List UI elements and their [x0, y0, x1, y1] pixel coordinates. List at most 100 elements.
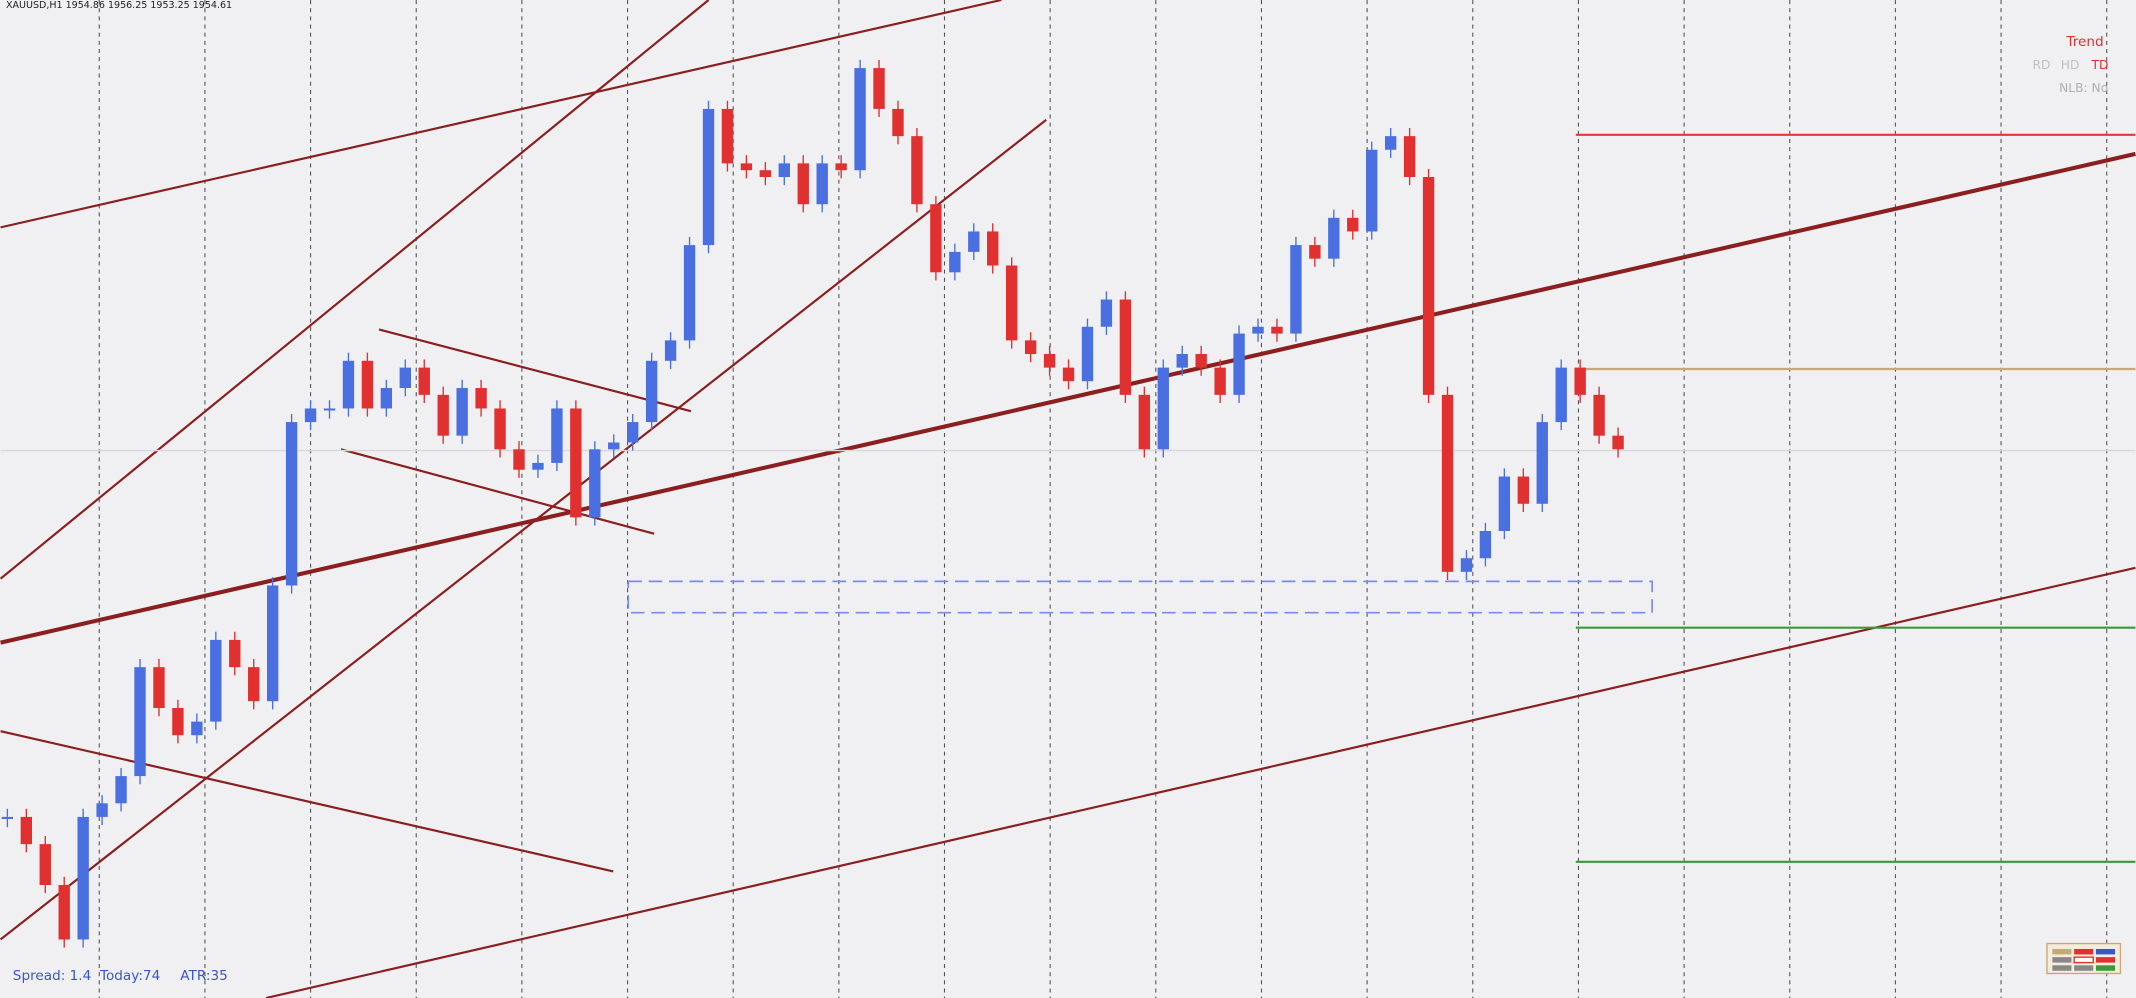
icon-cell [2095, 965, 2116, 971]
trendline [0, 151, 2136, 645]
candle-body [134, 667, 146, 777]
candle-body [304, 408, 317, 423]
candle-body [456, 388, 468, 436]
candle-body [380, 388, 393, 409]
candle-body [1517, 476, 1529, 504]
candle-body [58, 884, 70, 940]
candle-body [1384, 136, 1397, 150]
candle-body [1347, 217, 1359, 232]
candle-body [873, 68, 885, 109]
candle-body [570, 408, 582, 518]
candle-body [1138, 394, 1151, 450]
candle-body [1479, 530, 1492, 559]
icon-cell [2095, 948, 2116, 955]
candle-body [1328, 217, 1340, 259]
indicator-title: Trend [2065, 34, 2103, 50]
candle-body [342, 360, 355, 409]
zone [627, 580, 1653, 614]
candle-body [39, 844, 51, 885]
candle-body [1062, 367, 1075, 382]
candle-body [20, 816, 33, 845]
candle-body [323, 408, 336, 411]
candle-body [153, 667, 165, 708]
candle-body [1612, 435, 1624, 450]
candle-body [1, 816, 14, 819]
indicator-nlb: NLB: No [2059, 81, 2108, 95]
trendline [340, 448, 655, 535]
candle-body [229, 639, 241, 668]
candle-body [399, 367, 411, 389]
candle-body [1422, 176, 1435, 395]
candle-body [210, 639, 222, 722]
candle-body [1574, 367, 1586, 395]
candle-body [1460, 558, 1473, 572]
trendline [0, 730, 614, 873]
candle-body [1498, 476, 1511, 531]
candle-body [96, 803, 108, 817]
candle-body [1252, 326, 1264, 334]
candle-body [1081, 326, 1094, 382]
candle-body [172, 707, 184, 736]
candle-body [683, 245, 696, 341]
icon-cell [2052, 965, 2072, 971]
candle-body [494, 408, 506, 450]
candle-body [1214, 367, 1226, 395]
candle-body [437, 394, 449, 436]
candle-body [1043, 353, 1056, 368]
candle-body [266, 585, 279, 702]
candle-body [589, 449, 601, 518]
candle-body [1271, 326, 1283, 334]
candle-body [418, 367, 430, 395]
plot-area [0, 59, 2136, 948]
grid [98, 0, 2108, 998]
candle-body [1309, 245, 1321, 259]
icon-cell [2074, 948, 2094, 955]
candle-body [115, 776, 127, 804]
candle-body [721, 108, 734, 164]
trendline [0, 0, 710, 580]
candle-body [608, 442, 620, 450]
candle-body [987, 231, 999, 266]
footer-spread: Spread: 1.4 [13, 968, 91, 984]
candle-body [1290, 245, 1302, 334]
candle-body [835, 163, 847, 171]
candle-body [759, 170, 772, 177]
candle-body [77, 816, 89, 940]
candle-body [816, 163, 828, 205]
candle-body [285, 422, 298, 586]
icon-cell [2052, 957, 2072, 963]
candle-body [627, 422, 639, 443]
candle-body [854, 68, 866, 171]
candle-body [248, 667, 260, 702]
candle-body [475, 388, 487, 409]
candle-body [191, 721, 203, 736]
candle-body [1005, 265, 1018, 341]
icon-cell [2073, 956, 2094, 964]
candle-body [968, 231, 980, 252]
candle-body [930, 204, 942, 273]
candle-body [1233, 333, 1245, 395]
candle-body [664, 340, 677, 361]
candle-body [1555, 367, 1567, 423]
candle-body [513, 449, 525, 470]
indicator-mode: RD [2033, 58, 2051, 72]
candle-body [778, 163, 790, 177]
trendline [378, 328, 692, 413]
candle-body [1119, 299, 1132, 395]
trendline [0, 118, 1047, 941]
candle-body [1100, 299, 1113, 327]
footer-today: Today:74 [99, 968, 160, 984]
candle-body [949, 251, 961, 273]
icon-cell [2074, 965, 2094, 971]
candle-body [361, 360, 374, 409]
candle-body [1366, 149, 1378, 232]
icon-cell [2052, 948, 2072, 955]
panel-icon[interactable] [2046, 942, 2122, 975]
candle-body [1593, 394, 1605, 436]
candle-body [797, 163, 809, 205]
candle-body [1195, 353, 1207, 368]
candle-body [740, 163, 753, 171]
